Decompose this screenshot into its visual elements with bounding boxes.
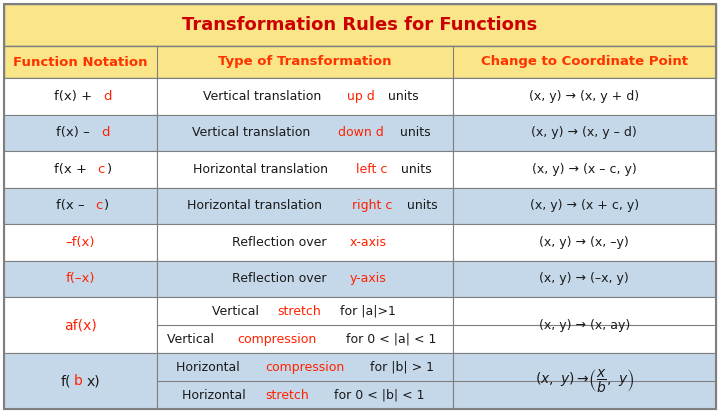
Text: Function Notation: Function Notation xyxy=(13,55,148,69)
Text: (x, y) → (x, –y): (x, y) → (x, –y) xyxy=(539,236,629,249)
Text: Horizontal translation: Horizontal translation xyxy=(187,199,326,212)
Bar xyxy=(157,78,453,114)
Text: af(x): af(x) xyxy=(64,318,97,332)
Text: Transformation Rules for Functions: Transformation Rules for Functions xyxy=(182,16,538,34)
Text: (x, y) → (x, y – d): (x, y) → (x, y – d) xyxy=(531,126,637,139)
Text: d: d xyxy=(104,90,112,103)
Text: (x, y) → (–x, y): (x, y) → (–x, y) xyxy=(539,273,629,285)
Bar xyxy=(4,261,157,297)
Text: for |a|>1: for |a|>1 xyxy=(336,305,396,318)
Text: d: d xyxy=(101,126,109,139)
Text: for 0 < |a| < 1: for 0 < |a| < 1 xyxy=(342,332,436,346)
Text: $(x,\ y)\rightarrow\!\left(\dfrac{x}{b},\ y\right)$: $(x,\ y)\rightarrow\!\left(\dfrac{x}{b},… xyxy=(535,368,634,395)
Text: f(–x): f(–x) xyxy=(66,273,95,285)
Bar xyxy=(453,261,716,297)
Text: (x, y) → (x, ay): (x, y) → (x, ay) xyxy=(539,319,630,332)
Text: stretch: stretch xyxy=(277,305,321,318)
Text: right c: right c xyxy=(352,199,392,212)
Text: units: units xyxy=(397,163,432,176)
Text: –f(x): –f(x) xyxy=(66,236,95,249)
Bar xyxy=(453,224,716,261)
Text: for 0 < |b| < 1: for 0 < |b| < 1 xyxy=(330,389,424,401)
Bar xyxy=(4,4,716,46)
Text: x-axis: x-axis xyxy=(350,236,387,249)
Text: compression: compression xyxy=(237,332,317,346)
Bar xyxy=(157,297,453,353)
Text: Horizontal: Horizontal xyxy=(176,361,243,374)
Bar xyxy=(157,114,453,151)
Text: Change to Coordinate Point: Change to Coordinate Point xyxy=(481,55,688,69)
Bar xyxy=(453,188,716,224)
Bar xyxy=(4,46,716,78)
Text: (x, y) → (x + c, y): (x, y) → (x + c, y) xyxy=(530,199,639,212)
Text: compression: compression xyxy=(265,361,344,374)
Text: stretch: stretch xyxy=(266,389,310,401)
Bar xyxy=(4,78,157,114)
Text: units: units xyxy=(403,199,438,212)
Text: Vertical translation: Vertical translation xyxy=(192,126,314,139)
Text: units: units xyxy=(384,90,419,103)
Text: ): ) xyxy=(107,163,112,176)
Text: x): x) xyxy=(86,374,100,388)
Text: f(: f( xyxy=(60,374,71,388)
Text: c: c xyxy=(95,199,102,212)
Bar xyxy=(157,188,453,224)
Bar xyxy=(4,114,157,151)
Bar xyxy=(4,224,157,261)
Text: f(x) –: f(x) – xyxy=(56,126,94,139)
Text: Reflection over: Reflection over xyxy=(232,273,330,285)
Text: Type of Transformation: Type of Transformation xyxy=(218,55,392,69)
Bar xyxy=(4,353,157,409)
Text: f(x –: f(x – xyxy=(56,199,89,212)
Bar xyxy=(453,297,716,353)
Bar xyxy=(157,224,453,261)
Bar xyxy=(453,114,716,151)
Text: Vertical: Vertical xyxy=(212,305,264,318)
Text: c: c xyxy=(98,163,105,176)
Text: f(x +: f(x + xyxy=(54,163,91,176)
Text: Reflection over: Reflection over xyxy=(232,236,330,249)
Text: down d: down d xyxy=(338,126,384,139)
Text: units: units xyxy=(396,126,431,139)
Bar xyxy=(157,151,453,188)
Text: for |b| > 1: for |b| > 1 xyxy=(366,361,433,374)
Bar xyxy=(453,78,716,114)
Bar xyxy=(453,353,716,409)
Bar xyxy=(4,188,157,224)
Text: (x, y) → (x, y + d): (x, y) → (x, y + d) xyxy=(529,90,639,103)
Text: Horizontal: Horizontal xyxy=(181,389,250,401)
Text: ): ) xyxy=(104,199,109,212)
Text: Horizontal translation: Horizontal translation xyxy=(193,163,332,176)
Text: f(x) +: f(x) + xyxy=(54,90,96,103)
Bar xyxy=(453,151,716,188)
Bar xyxy=(157,353,453,409)
Text: Vertical translation: Vertical translation xyxy=(204,90,325,103)
Text: (x, y) → (x – c, y): (x, y) → (x – c, y) xyxy=(532,163,636,176)
Bar xyxy=(157,261,453,297)
Text: b: b xyxy=(74,374,83,388)
Bar xyxy=(4,297,157,353)
Text: left c: left c xyxy=(356,163,388,176)
Text: Vertical: Vertical xyxy=(167,332,218,346)
Text: up d: up d xyxy=(348,90,375,103)
Bar xyxy=(4,151,157,188)
Text: y-axis: y-axis xyxy=(350,273,387,285)
